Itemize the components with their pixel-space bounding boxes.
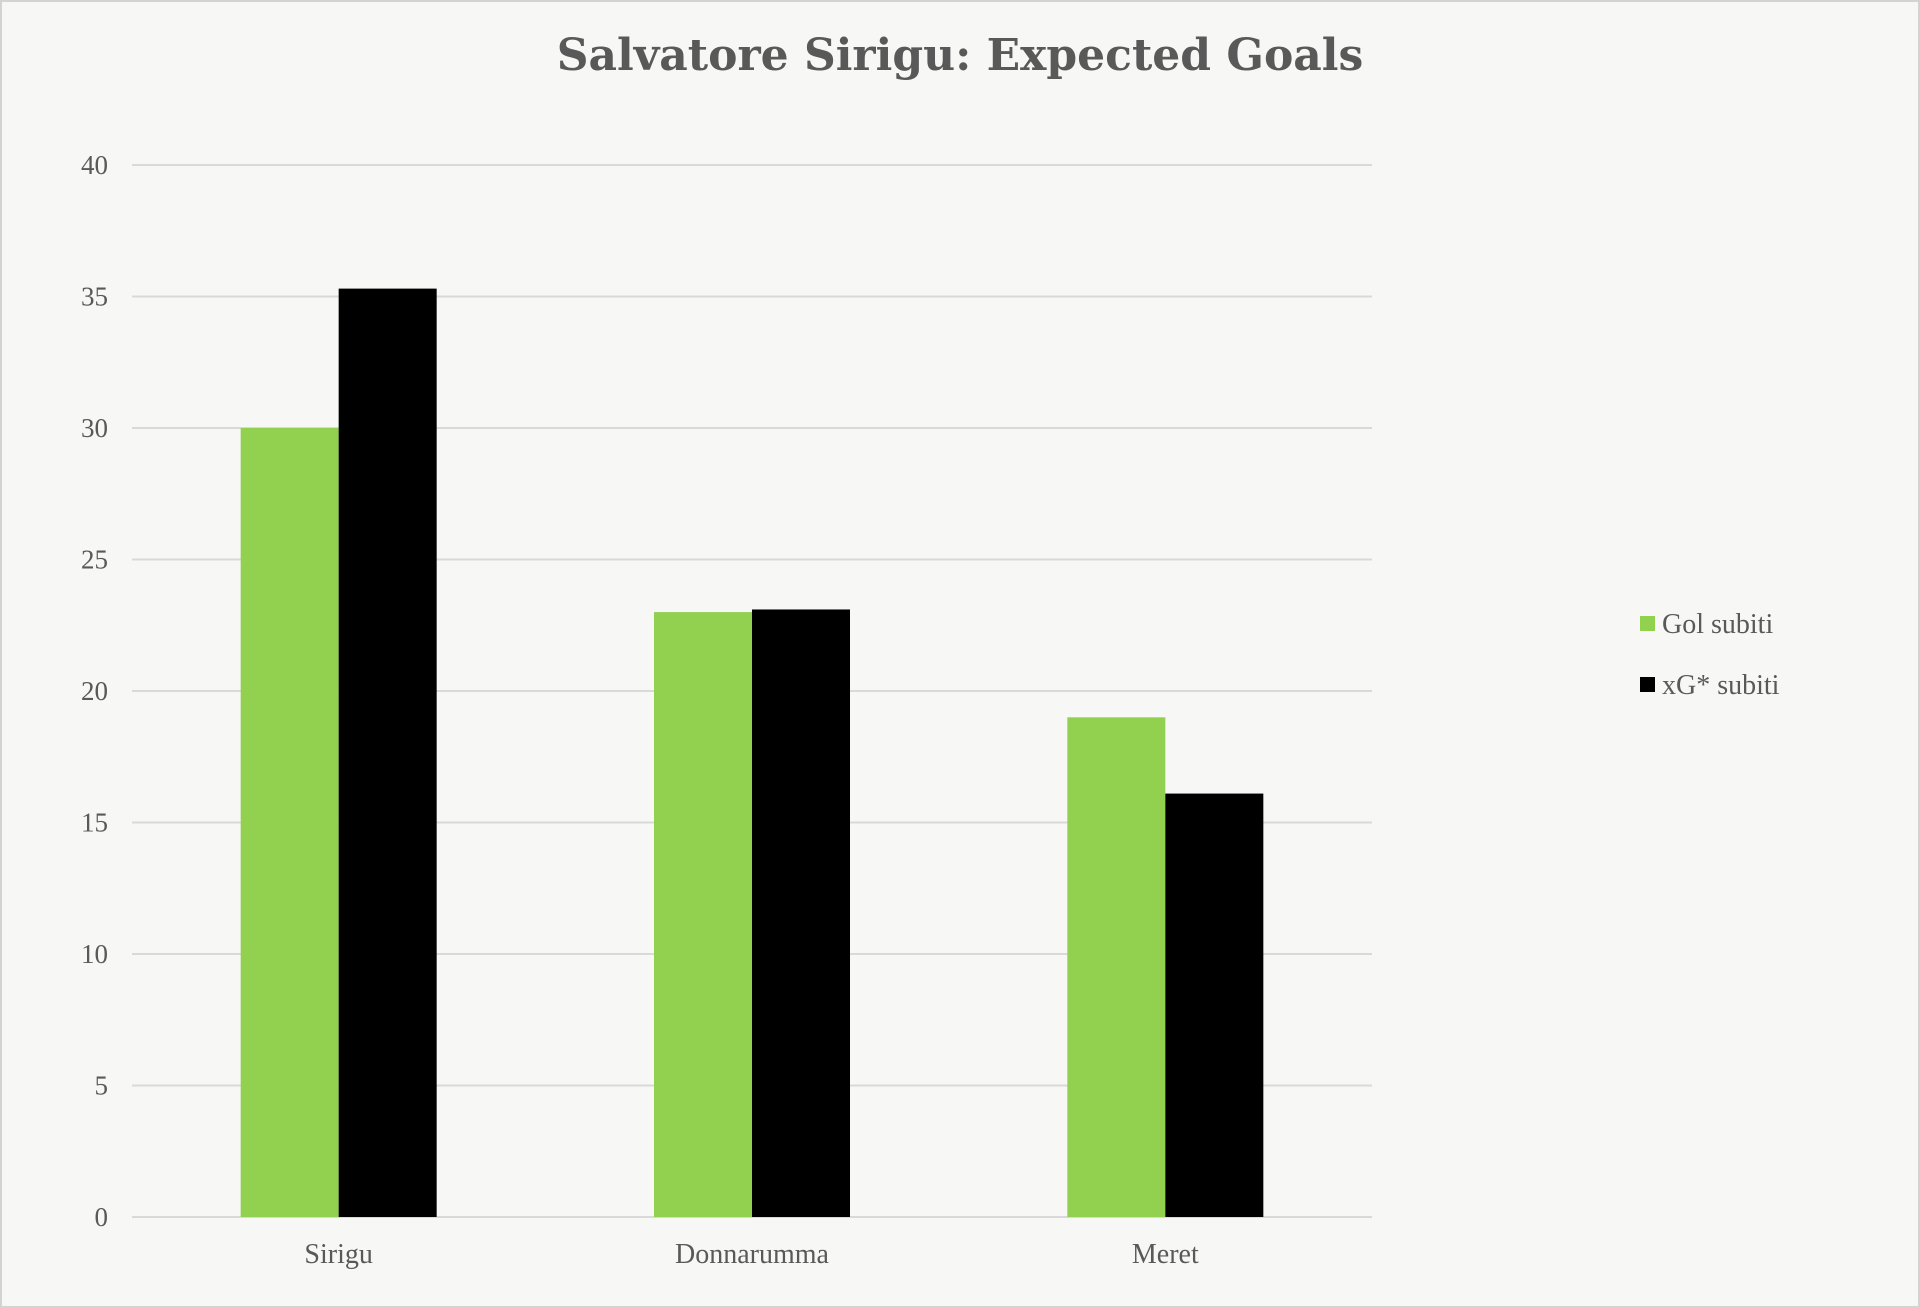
legend-swatch	[1640, 677, 1655, 692]
legend-item-gol-subiti: Gol subiti	[1640, 609, 1773, 640]
x-category-label: Donnarumma	[675, 1239, 830, 1270]
bar-gol-subiti-donnarumma	[654, 612, 752, 1217]
x-category-label: Meret	[1132, 1239, 1199, 1270]
legend-swatch	[1640, 616, 1655, 631]
x-category-label: Sirigu	[304, 1239, 372, 1270]
bar-gol-subiti-meret	[1067, 717, 1166, 1217]
x-axis-categories: Sirigu Donnarumma Meret	[304, 1239, 1199, 1270]
bars	[240, 288, 1264, 1217]
y-tick-label: 35	[81, 282, 108, 312]
legend-label: xG* subiti	[1662, 670, 1780, 701]
bar-xg-subiti-meret	[1165, 793, 1264, 1217]
y-tick-label: 40	[81, 150, 108, 180]
y-tick-label: 20	[81, 676, 108, 706]
y-tick-label: 5	[95, 1071, 109, 1101]
bar-xg-subiti-donnarumma	[752, 609, 850, 1217]
y-tick-label: 30	[81, 413, 108, 443]
chart-title: Salvatore Sirigu: Expected Goals	[557, 30, 1364, 81]
legend: Gol subiti xG* subiti	[1640, 609, 1780, 701]
bar-gol-subiti-sirigu	[240, 428, 339, 1217]
y-tick-label: 15	[81, 808, 108, 838]
legend-label: Gol subiti	[1662, 609, 1773, 640]
y-tick-label: 25	[81, 545, 108, 575]
y-tick-label: 0	[95, 1202, 109, 1232]
legend-item-xg-subiti: xG* subiti	[1640, 670, 1780, 701]
bar-xg-subiti-sirigu	[338, 288, 437, 1217]
y-axis-ticks: 0 5 10 15 20 25 30 35 40	[81, 150, 108, 1232]
y-tick-label: 10	[81, 939, 108, 969]
